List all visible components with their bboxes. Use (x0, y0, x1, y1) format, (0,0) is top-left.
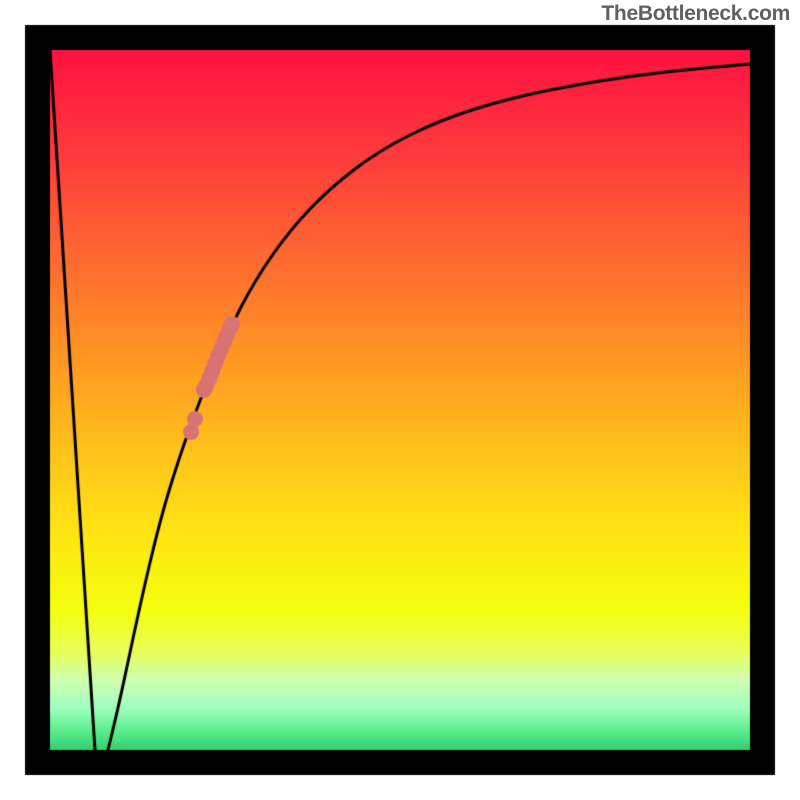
watermark-text: TheBottleneck.com (601, 2, 790, 26)
chart-canvas (0, 0, 800, 800)
chart-container: TheBottleneck.com (0, 0, 800, 800)
